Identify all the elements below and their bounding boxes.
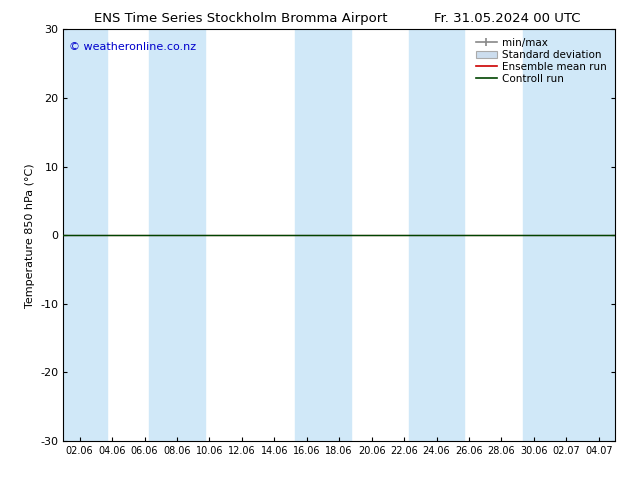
Text: Fr. 31.05.2024 00 UTC: Fr. 31.05.2024 00 UTC bbox=[434, 12, 581, 25]
Bar bbox=[323, 29, 351, 441]
Y-axis label: Temperature 850 hPa (°C): Temperature 850 hPa (°C) bbox=[25, 163, 35, 308]
Bar bbox=[550, 29, 578, 441]
Bar bbox=[150, 29, 177, 441]
Bar bbox=[295, 29, 323, 441]
Bar bbox=[578, 29, 615, 441]
Text: © weatheronline.co.nz: © weatheronline.co.nz bbox=[69, 42, 196, 52]
Legend: min/max, Standard deviation, Ensemble mean run, Controll run: min/max, Standard deviation, Ensemble me… bbox=[473, 35, 610, 87]
Bar bbox=[177, 29, 205, 441]
Bar bbox=[63, 29, 107, 441]
Bar bbox=[522, 29, 550, 441]
Bar bbox=[437, 29, 464, 441]
Bar bbox=[409, 29, 437, 441]
Text: ENS Time Series Stockholm Bromma Airport: ENS Time Series Stockholm Bromma Airport bbox=[94, 12, 387, 25]
